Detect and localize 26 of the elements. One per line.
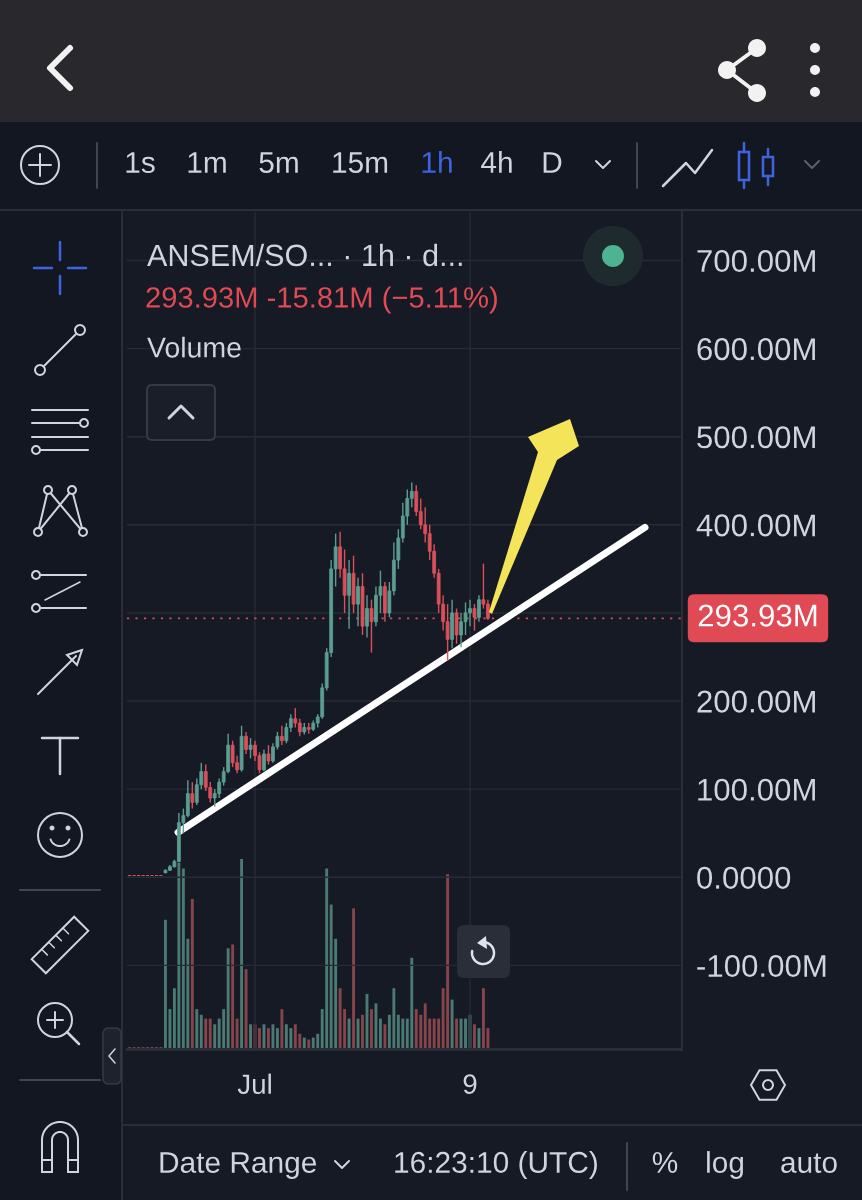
text: ANSEM/SO... · 1h · d... [147,243,462,267]
text: log [707,1151,743,1179]
text: 1s [126,152,155,174]
text: % [652,1152,678,1173]
ref-line-label: 293.93M [698,604,817,627]
y-tick-label: 0.0000 [697,866,791,889]
y-tick-label: 600.00M [697,338,815,361]
chart-title: Volume [147,336,241,358]
y-tick-label: 100.00M [698,778,815,801]
text: Date Range [160,1152,317,1179]
text: 16:23:10 (UTC) [395,1151,597,1179]
text: 5m [259,152,298,174]
y-tick-label: 500.00M [697,426,815,449]
text: 1m [188,152,226,173]
text: D [543,152,562,173]
y-tick-label: 700.00M [697,249,815,273]
text: 1h [422,151,452,173]
y-tick-label: 200.00M [697,690,815,713]
y-tick-label: 400.00M [696,514,815,537]
y-tick-label: -100.00M [697,954,826,978]
x-tick-label: 9 [463,1074,477,1095]
x-tick-label: Jul [237,1073,271,1095]
text: 4h [481,151,512,173]
text: auto [781,1153,837,1174]
text: 15m [333,152,388,174]
text: 293.93M -15.81M (−5.11%) [146,286,497,314]
